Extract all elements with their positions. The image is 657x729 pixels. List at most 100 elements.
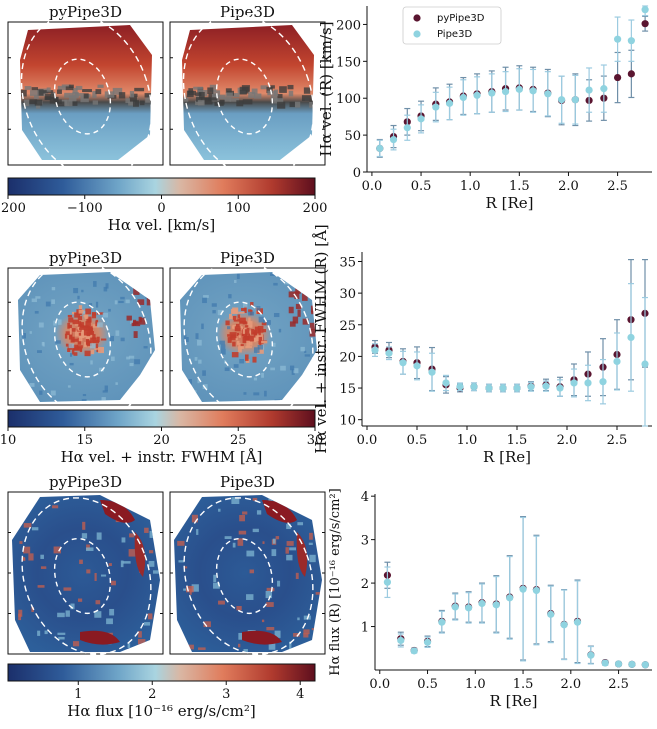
x-tick-label: 2.5: [608, 677, 629, 692]
map-title: Pipe3D: [220, 473, 275, 491]
colorbar-tick-label: 10: [0, 433, 16, 448]
map-image: [180, 272, 317, 402]
colorbar-tick-label: 3: [222, 687, 230, 702]
data-point: [456, 383, 464, 391]
data-point: [428, 368, 436, 376]
y-tick-label: 50: [344, 129, 361, 144]
data-point: [584, 379, 592, 387]
data-point: [385, 349, 393, 357]
colorbar-tick-label: 100: [226, 201, 251, 216]
data-point: [470, 383, 478, 391]
y-tick-label: 200: [336, 18, 361, 33]
y-tick-label: 4: [361, 490, 369, 505]
data-point: [641, 20, 649, 28]
series-pipe3d: [383, 516, 649, 669]
data-point: [459, 93, 467, 102]
colorbar-tick-label: 15: [76, 433, 93, 448]
colorbar-tick-label: 0: [157, 201, 165, 216]
y-tick-label: 25: [339, 319, 356, 334]
colorbar-velocity: −200 −100 0 100 200 Hα vel. [km/s]: [0, 177, 327, 234]
map-image: [20, 25, 152, 160]
map-panel-pipe3d-fwhm: Pipe3D: [169, 249, 326, 419]
colorbar-tick-label: 1: [74, 687, 82, 702]
colorbar-label: Hα vel. [km/s]: [108, 216, 215, 234]
data-point: [601, 659, 609, 667]
data-point: [641, 6, 649, 14]
x-tick-label: 1.0: [465, 677, 486, 692]
inner-ellipse: [215, 537, 274, 615]
y-axis-label: Hα flux (R) [10⁻¹⁶ erg/s/cm²]: [328, 488, 343, 675]
y-tick-label: 3: [361, 534, 369, 549]
data-point: [506, 594, 514, 602]
data-point: [417, 115, 425, 123]
series-pypipe3d: [371, 258, 649, 397]
x-axis-label: R [Re]: [490, 692, 538, 710]
y-tick-label: 15: [339, 382, 356, 397]
data-point: [628, 660, 636, 668]
x-tick-label: 2.0: [558, 179, 579, 194]
colorbar-fwhm: 10 15 20 25 30 Hα vel. + instr. FWHM [Å]: [0, 409, 323, 466]
x-tick-label: 0.5: [407, 433, 428, 448]
outer-ellipse: [183, 497, 314, 655]
profile-plot-1: 0.0 0.5 1.0 1.5 2.0 2.5 0 50 100 150 200 R [Re] Hα v…: [317, 5, 652, 212]
data-point: [399, 359, 407, 367]
map-panel-pipe3d-flux: Pipe3D: [169, 473, 326, 655]
map-title: pyPipe3D: [49, 3, 122, 21]
map-panel-pipe3d-velocity: Pipe3D: [169, 3, 326, 179]
x-tick-label: 1.0: [457, 433, 478, 448]
data-point: [557, 96, 566, 104]
data-point: [587, 651, 595, 659]
colorbar-tick-label: 4: [296, 687, 304, 702]
data-point: [573, 618, 582, 626]
colorbar-tick-label: 25: [230, 433, 247, 448]
data-point: [614, 73, 622, 82]
colorbar-gradient: [7, 663, 316, 682]
x-tick-label: 0.0: [362, 179, 383, 194]
data-point: [599, 378, 607, 386]
map-image: [182, 25, 314, 160]
data-point: [556, 384, 564, 392]
data-point: [492, 601, 500, 609]
data-point: [547, 610, 555, 618]
data-point: [600, 85, 608, 93]
data-point: [532, 586, 541, 595]
x-tick-label: 2.0: [560, 677, 581, 692]
map-title: Pipe3D: [220, 249, 275, 267]
data-point: [473, 91, 481, 99]
data-point: [613, 357, 621, 366]
data-point: [442, 379, 450, 387]
x-tick-label: 0.5: [417, 677, 438, 692]
data-point: [478, 599, 486, 608]
data-point: [529, 87, 537, 95]
data-point: [488, 89, 496, 97]
y-tick-label: 1: [361, 621, 369, 636]
y-tick-label: 20: [339, 350, 356, 365]
data-point: [614, 35, 622, 43]
data-point: [423, 638, 432, 646]
inner-ellipse: [215, 58, 274, 135]
legend-label-pipe3d: Pipe3D: [437, 29, 472, 40]
x-tick-label: 2.0: [557, 433, 578, 448]
data-point: [542, 382, 550, 390]
colorbar-tick-label: 2: [148, 687, 156, 702]
x-axis-label: R [Re]: [483, 448, 531, 466]
outer-ellipse: [21, 497, 152, 655]
data-point: [383, 578, 392, 586]
x-axis-label: R [Re]: [486, 194, 534, 212]
data-point: [465, 604, 473, 612]
map-panel-pypipe3d-flux: pyPipe3D: [7, 473, 164, 655]
data-point: [397, 636, 405, 645]
data-point: [499, 384, 507, 392]
data-point: [627, 37, 635, 45]
y-tick-label: 35: [339, 255, 356, 270]
x-tick-label: 1.0: [460, 179, 481, 194]
legend: pyPipe3D Pipe3D: [402, 6, 502, 45]
series-pipe3d: [371, 283, 649, 427]
x-tick-label: 2.5: [607, 179, 628, 194]
map-panel-pypipe3d-velocity: pyPipe3D: [7, 3, 164, 179]
y-axis-label: Hα vel. (R) [km/s]: [317, 21, 335, 156]
legend-marker-pypipe3d: [413, 14, 421, 22]
x-tick-label: 1.5: [509, 179, 530, 194]
map-title: pyPipe3D: [49, 473, 122, 491]
x-tick-label: 1.5: [513, 677, 534, 692]
